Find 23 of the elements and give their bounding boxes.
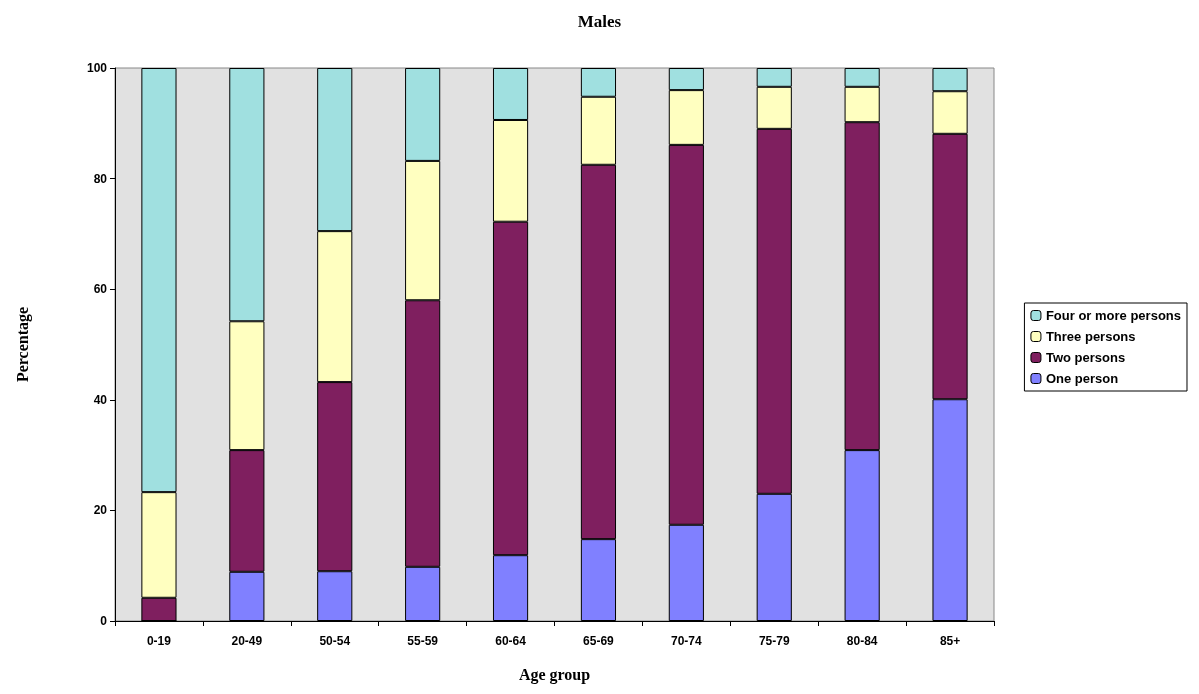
x-tick-label: 60-64 [495,634,527,648]
x-tick-label: 50-54 [319,634,351,648]
x-tick-label: 75-79 [758,634,790,648]
x-axis-title: Age group [518,665,591,684]
x-tick-label: 85+ [939,634,961,648]
x-tick-label: 0-19 [146,634,172,648]
chart-title: Males [577,12,622,31]
legend-label: Three persons [1045,329,1136,344]
y-tick-label: 0 [100,614,108,628]
y-tick-label: 60 [93,282,108,297]
x-tick-label: 70-74 [671,634,703,648]
y-tick-label: 20 [93,503,108,518]
x-tick-label: 65-69 [583,634,615,648]
legend-label: One person [1045,371,1119,386]
y-tick-label: 100 [86,61,108,75]
x-tick-label: 80-84 [846,634,878,648]
x-tick-label: 55-59 [407,634,439,648]
legend-label: Four or more persons [1045,308,1181,323]
y-axis-title: Percentage [13,306,32,383]
y-tick-label: 40 [93,392,108,407]
x-tick-label: 20-49 [231,634,263,648]
y-tick-label: 80 [93,171,108,186]
legend-label: Two persons [1045,350,1126,365]
